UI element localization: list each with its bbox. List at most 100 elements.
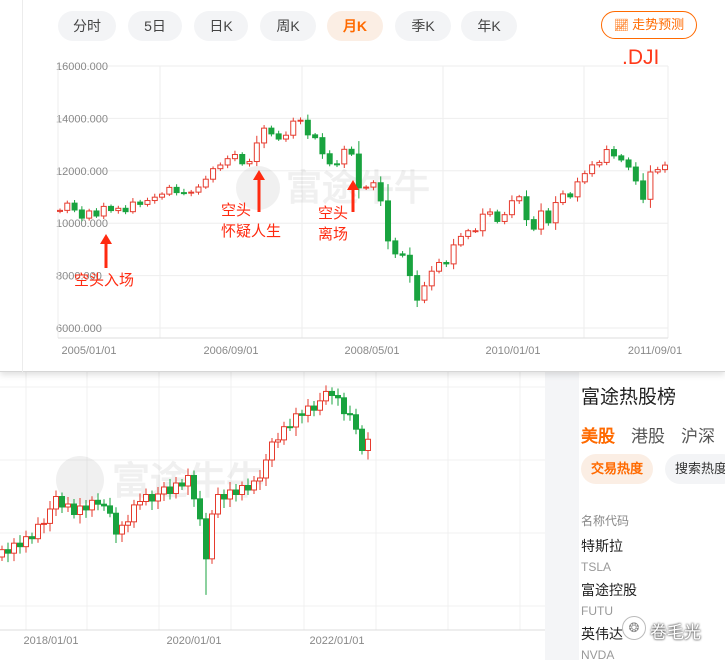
candle-body	[365, 438, 371, 451]
candle-body	[159, 193, 166, 198]
candle-body	[78, 209, 85, 219]
trend-forecast-button[interactable]: 📈︎ 走势预测	[601, 11, 697, 39]
tab-quarterly-k[interactable]: 季K	[395, 11, 451, 41]
ticker-label: .DJI	[622, 46, 660, 69]
chip-search-heat[interactable]: 搜索热度	[665, 454, 725, 484]
stock-name: 特斯拉	[581, 538, 623, 554]
tab-daily-k[interactable]: 日K	[194, 11, 248, 41]
candle-body	[209, 513, 215, 560]
candle-body	[312, 134, 319, 139]
candle-body	[567, 193, 574, 198]
candle-body	[662, 164, 668, 171]
tab-yearly-k[interactable]: 年K	[461, 11, 517, 41]
candle-body	[119, 524, 125, 535]
candle-body	[203, 518, 209, 560]
candle-body	[59, 496, 65, 508]
candle-body	[195, 186, 202, 193]
candle-body	[552, 202, 559, 224]
candle-body	[494, 211, 501, 222]
candle-body	[323, 390, 329, 402]
candle-body	[93, 210, 100, 217]
tab-intraday[interactable]: 分时	[58, 11, 116, 41]
chip-trading-heat[interactable]: 交易热度	[581, 454, 654, 484]
column-header: 名称代码	[581, 514, 630, 528]
candle-body	[253, 142, 260, 163]
candle-body	[113, 512, 119, 535]
candle-body	[245, 485, 251, 491]
market-tab-cn[interactable]: 沪深	[681, 427, 715, 446]
x-tick-label: 2006/09/01	[203, 345, 258, 357]
candle-body	[281, 426, 287, 441]
candle-body	[173, 482, 179, 494]
candle-body	[129, 201, 136, 213]
candle-body	[17, 542, 23, 548]
candle-body	[275, 439, 281, 443]
stock-row[interactable]: 特斯拉 TSLA	[581, 536, 623, 574]
candle-body	[71, 503, 77, 515]
candle-body	[479, 213, 486, 232]
candle-body	[233, 489, 239, 495]
candle-body	[399, 253, 406, 256]
candle-body	[239, 154, 246, 165]
candle-body	[143, 494, 149, 502]
candle-body	[581, 173, 588, 183]
credit-text: 卷毛光	[650, 623, 701, 642]
candle-body	[221, 494, 227, 500]
candle-body	[167, 486, 173, 494]
panel-left-edge	[22, 0, 23, 372]
stock-row[interactable]: 英伟达 NVDA	[581, 624, 623, 660]
stock-name: 富途控股	[581, 582, 637, 598]
candle-body	[290, 120, 297, 136]
panel-gutter	[545, 372, 579, 660]
candle-body	[131, 504, 137, 523]
candle-body	[180, 192, 187, 195]
candle-body	[144, 200, 151, 205]
dji-kline-svg[interactable]: 16000.000 14000.000 12000.000 10000.000 8000…	[0, 0, 725, 372]
candle-body	[188, 191, 195, 194]
candle-body	[251, 480, 257, 491]
y-tick-label: 12000.000	[56, 166, 108, 178]
candle-body	[385, 200, 392, 242]
market-tab-us[interactable]: 美股	[581, 427, 615, 446]
candle-body	[457, 235, 464, 246]
stock-name: 英伟达	[581, 626, 623, 642]
candle-body	[377, 182, 384, 202]
candle-body	[304, 119, 311, 136]
stock-row[interactable]: 富途控股 FUTU	[581, 580, 637, 618]
candle-body	[275, 133, 282, 140]
candle-body	[450, 244, 457, 265]
candle-body	[640, 180, 647, 200]
candle-body	[530, 219, 537, 230]
candle-body	[239, 485, 245, 495]
candle-body	[151, 196, 158, 202]
candle-body	[363, 186, 370, 189]
candle-body	[516, 196, 523, 202]
tab-weekly-k[interactable]: 周K	[260, 11, 316, 41]
candle-body	[166, 186, 173, 195]
candle-body	[41, 522, 47, 525]
tab-5day[interactable]: 5日	[128, 11, 182, 41]
candle-body	[161, 486, 167, 495]
candle-body	[155, 493, 161, 502]
candle-body	[71, 202, 78, 211]
market-tab-hk[interactable]: 港股	[631, 427, 665, 446]
candle-body	[47, 508, 53, 524]
candle-body	[632, 166, 639, 182]
annotation-short-entry: 空头入场	[74, 272, 134, 289]
candle-body	[333, 163, 340, 166]
candle-body	[269, 441, 275, 461]
x-tick-label: 2008/05/01	[344, 345, 399, 357]
candle-body	[559, 193, 566, 204]
candle-body	[185, 475, 191, 487]
tab-monthly-k[interactable]: 月K	[327, 11, 383, 41]
y-tick-label: 6000.000	[56, 323, 102, 335]
candle-body	[353, 414, 359, 430]
candle-body	[293, 413, 299, 428]
credit-watermark: ❂ 卷毛光	[622, 616, 722, 642]
candle-body	[348, 148, 355, 155]
candle-body	[215, 494, 221, 515]
candle-body	[297, 119, 304, 122]
